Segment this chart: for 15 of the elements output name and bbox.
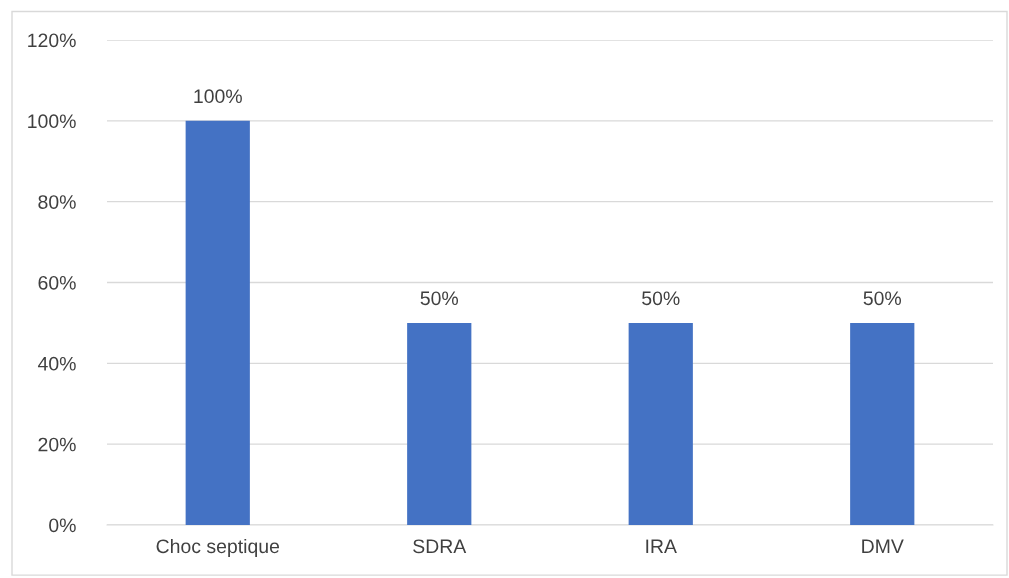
data-label: 100% bbox=[194, 89, 242, 104]
y-tick-label: 20% bbox=[38, 437, 76, 452]
y-tick-label: 120% bbox=[28, 33, 76, 48]
x-tick-label: Choc septique bbox=[156, 538, 280, 558]
data-label: 50% bbox=[863, 291, 902, 306]
y-tick-label: 40% bbox=[37, 356, 76, 371]
data-label: 50% bbox=[642, 291, 680, 306]
x-tick-label: IRA bbox=[646, 539, 677, 553]
y-tick-label: 100% bbox=[28, 114, 76, 129]
x-tick-label: SDRA bbox=[413, 539, 467, 554]
y-tick-label: 0% bbox=[49, 518, 76, 533]
data-label: 50% bbox=[420, 291, 459, 306]
y-tick-label: 80% bbox=[38, 195, 76, 209]
y-tick-label: 60% bbox=[38, 275, 76, 290]
x-tick-label: DMV bbox=[862, 539, 904, 553]
